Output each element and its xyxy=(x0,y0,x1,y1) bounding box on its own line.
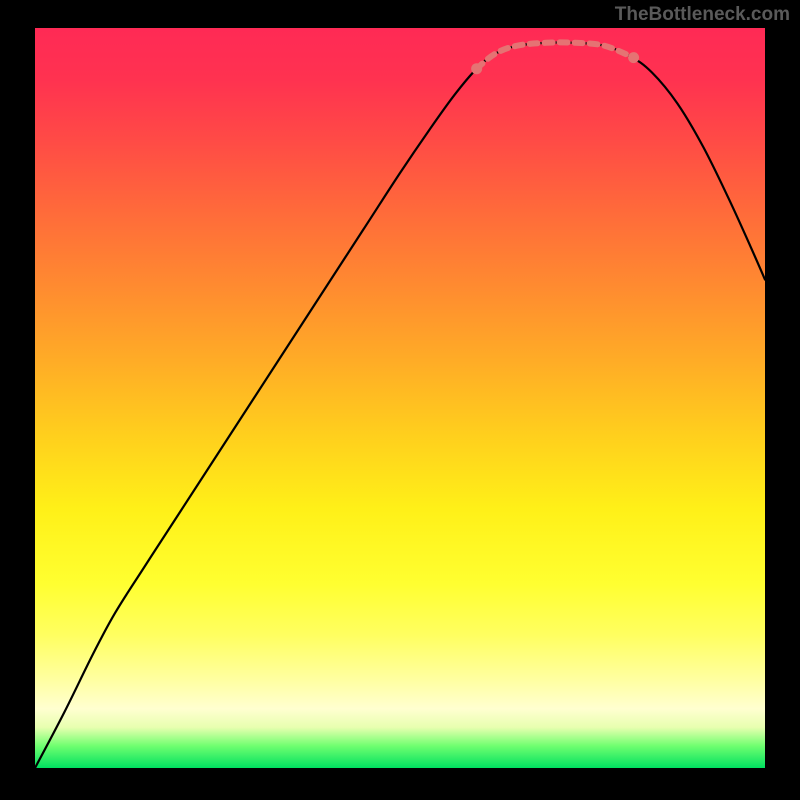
chart-background xyxy=(35,28,765,768)
highlight-cap-end xyxy=(628,52,639,63)
bottleneck-chart xyxy=(35,28,765,768)
attribution-label: TheBottleneck.com xyxy=(615,4,790,26)
highlight-cap-start xyxy=(471,63,482,74)
